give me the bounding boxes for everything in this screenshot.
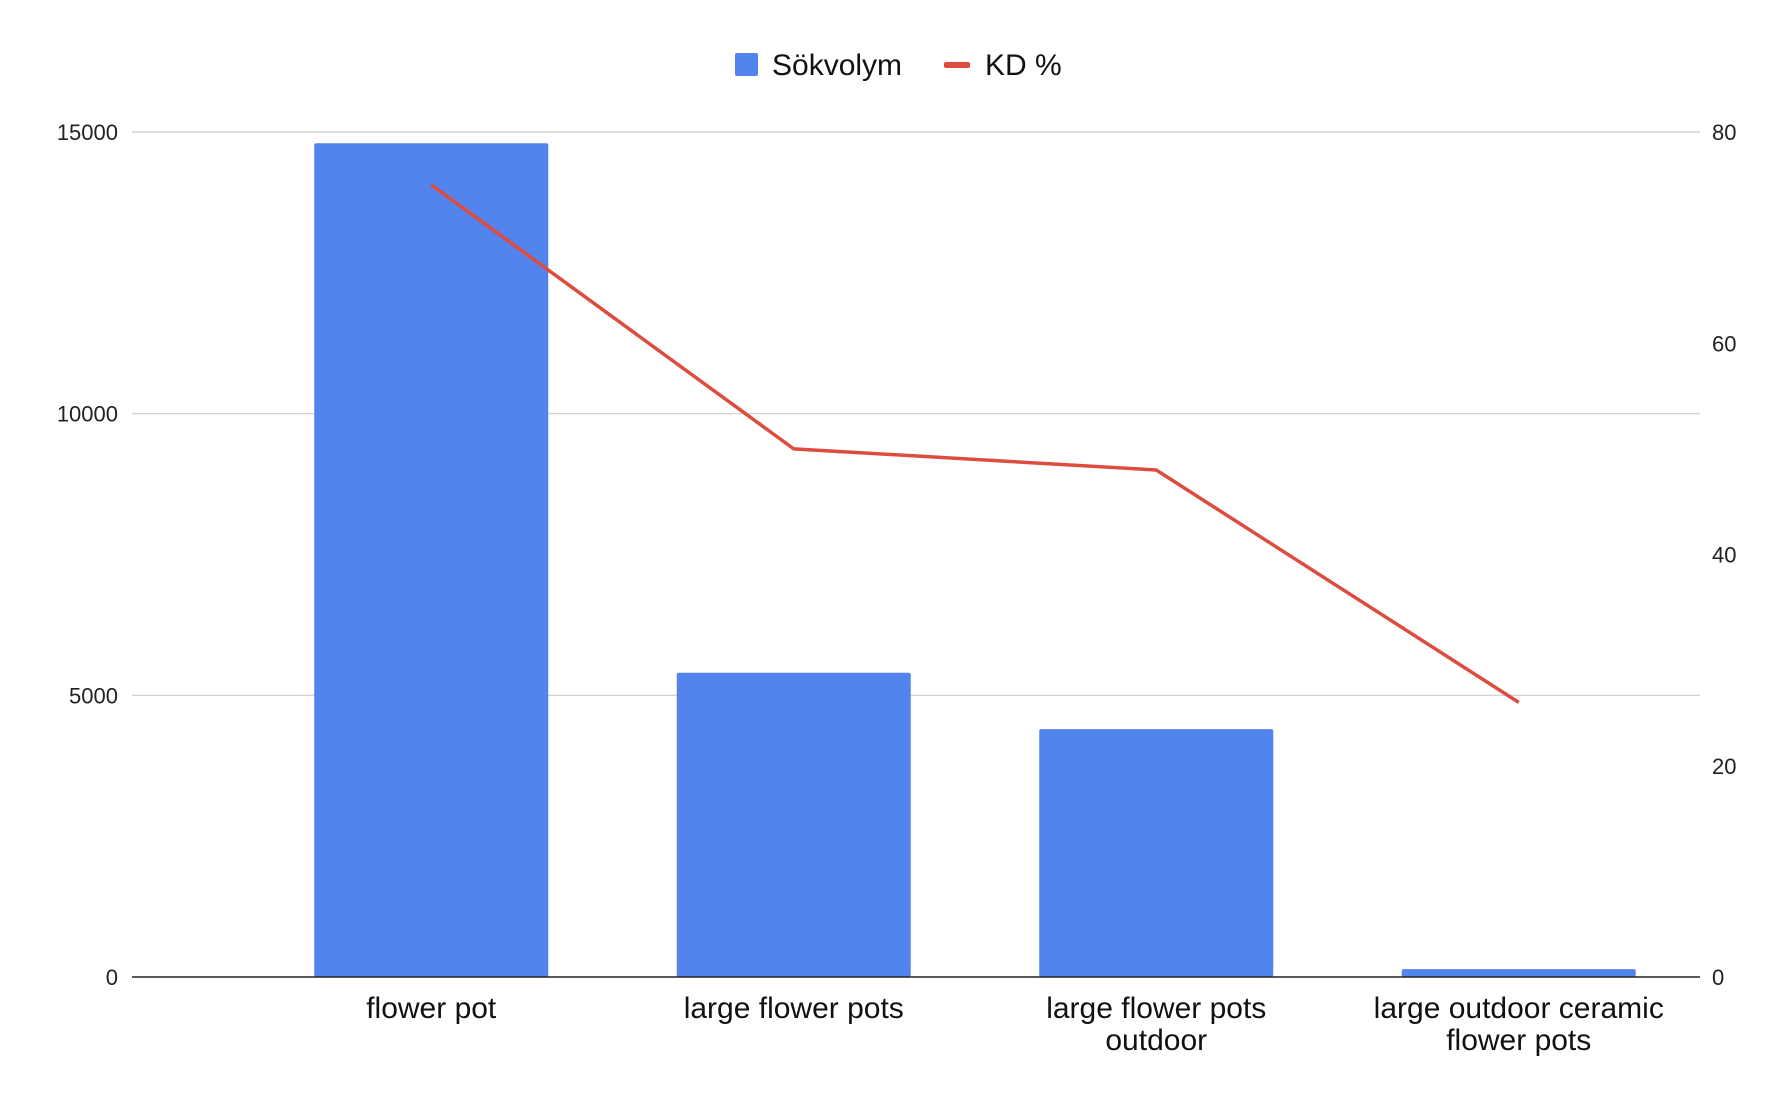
right-tick-label: 0 [1712,965,1724,990]
left-tick-label: 15000 [57,120,118,145]
bar [1039,729,1274,977]
category-label: flower pot [366,992,497,1025]
legend-swatch-kd [944,62,970,68]
right-tick-label: 40 [1712,543,1736,568]
right-tick-label: 20 [1712,754,1736,779]
right-tick-label: 60 [1712,331,1736,356]
legend-swatch-sokvolym [735,53,758,76]
left-axis-ticks: 0 5000 10000 15000 [57,120,118,990]
line-series [430,183,1520,704]
kd-line [430,183,1520,704]
bar [1401,969,1636,977]
right-tick-label: 80 [1712,120,1736,145]
bar-series [314,143,1636,977]
category-label: large flower pots [684,992,904,1025]
legend-label-kd: KD % [985,49,1062,82]
left-tick-label: 0 [106,965,118,990]
left-tick-label: 5000 [69,683,118,708]
category-label: flower pots [1446,1024,1591,1057]
bar [314,143,549,977]
bar [676,672,911,977]
category-label: outdoor [1105,1024,1207,1057]
category-label: large flower pots [1046,992,1266,1025]
left-tick-label: 10000 [57,402,118,427]
category-labels: flower pot large flower pots large flower … [366,992,1664,1057]
right-axis-ticks: 0 20 40 60 80 [1712,120,1736,990]
legend-label-sokvolym: Sökvolym [772,49,902,82]
category-label: large outdoor ceramic [1374,992,1664,1025]
legend: Sökvolym KD % [735,49,1062,82]
